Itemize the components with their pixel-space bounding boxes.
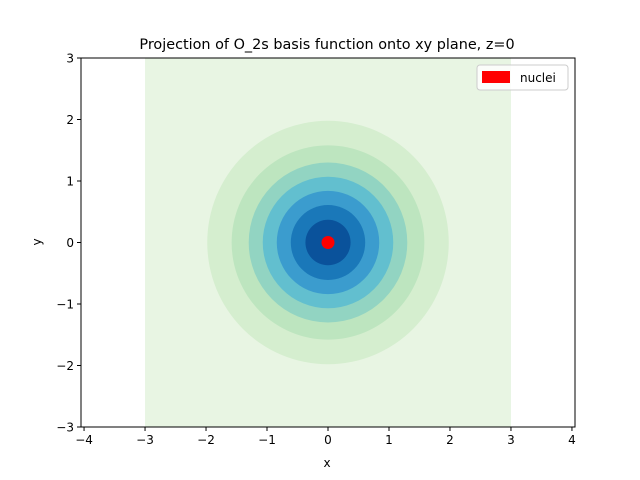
x-tick-label: 2 xyxy=(446,433,454,447)
y-tick-label: −2 xyxy=(56,359,74,373)
chart-title: Projection of O_2s basis function onto x… xyxy=(139,37,514,53)
y-tick-label: 0 xyxy=(66,236,74,250)
x-tick-label: −4 xyxy=(75,433,93,447)
nucleus-marker-0 xyxy=(321,236,335,249)
y-tick-label: −1 xyxy=(56,298,74,312)
legend-label: nuclei xyxy=(520,71,556,85)
y-axis-label: y xyxy=(30,238,44,245)
x-tick-label: −3 xyxy=(136,433,154,447)
y-tick-label: −3 xyxy=(56,421,74,435)
x-axis-label: x xyxy=(323,456,330,470)
plot-area xyxy=(145,58,511,427)
x-tick-label: 1 xyxy=(385,433,393,447)
x-tick-label: 4 xyxy=(568,433,576,447)
x-tick-label: −2 xyxy=(197,433,215,447)
x-tick-label: 0 xyxy=(324,433,332,447)
legend-swatch xyxy=(482,71,510,83)
legend: nuclei xyxy=(476,64,569,91)
x-tick-label: −1 xyxy=(258,433,276,447)
y-tick-label: 3 xyxy=(66,52,74,66)
y-tick-label: 2 xyxy=(66,113,74,127)
x-tick-label: 3 xyxy=(507,433,515,447)
y-tick-label: 1 xyxy=(66,175,74,189)
